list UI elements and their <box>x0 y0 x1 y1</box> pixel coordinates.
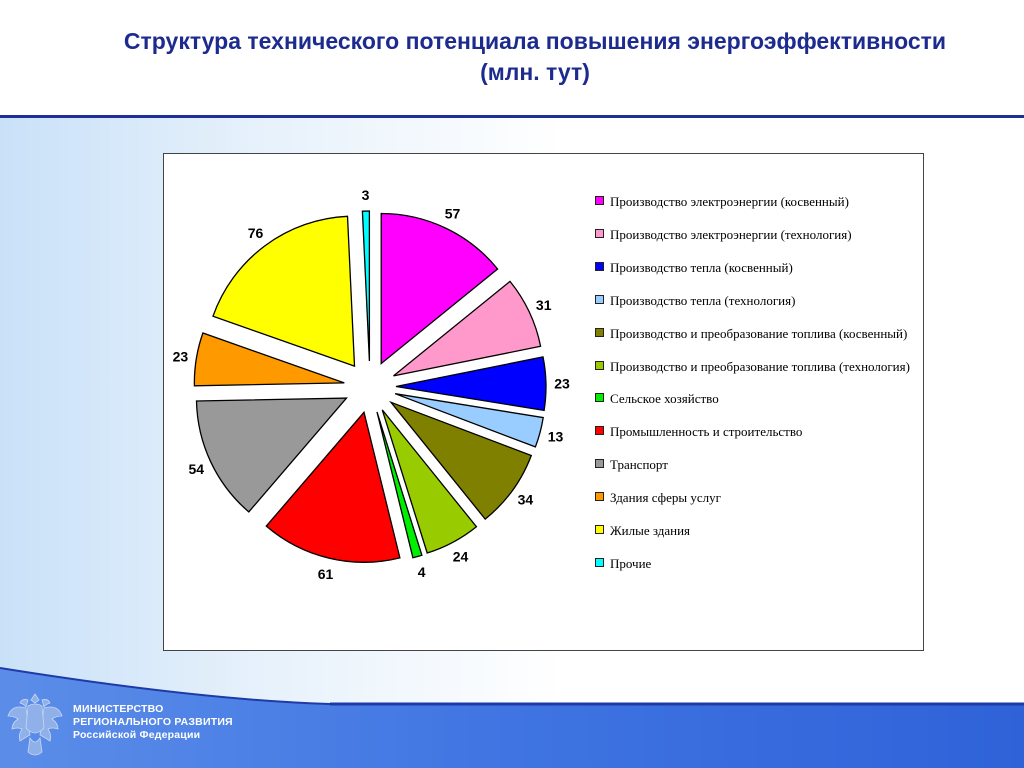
legend-swatch <box>595 558 604 567</box>
legend-swatch <box>595 492 604 501</box>
eagle-emblem-icon <box>7 693 63 756</box>
legend-label: Прочие <box>610 556 652 571</box>
data-label-9: 54 <box>189 461 205 477</box>
footer-band <box>0 667 1024 768</box>
pie-slice-7 <box>376 411 423 559</box>
data-label-7: 4 <box>418 564 426 580</box>
data-label-4: 13 <box>548 429 564 445</box>
legend-swatch <box>595 361 604 370</box>
legend-swatch <box>595 459 604 468</box>
data-label-10: 23 <box>173 348 189 364</box>
legend-label: Производство тепла (косвенный) <box>610 260 793 275</box>
legend-label: Производство электроэнергии (технология) <box>610 227 852 242</box>
legend-label: Сельское хозяйство <box>610 391 719 406</box>
legend-swatch <box>595 426 604 435</box>
data-label-1: 57 <box>445 206 461 222</box>
pie-chart: 57 31 23 13 34 24 4 61 54 23 76 3 <box>173 187 570 582</box>
legend-swatch <box>595 262 604 271</box>
legend-swatch <box>595 328 604 337</box>
legend-label: Производство тепла (технология) <box>610 293 796 308</box>
legend-swatch <box>595 196 604 205</box>
pie-slice-9 <box>195 397 348 513</box>
data-label-12: 3 <box>362 187 370 203</box>
legend-label: Транспорт <box>610 457 668 472</box>
legend-label: Производство и преобразование топлива (к… <box>610 326 908 341</box>
data-label-11: 76 <box>248 225 264 241</box>
pie-slice-8 <box>265 410 401 563</box>
legend-label: Производство электроэнергии (косвенный) <box>610 194 849 209</box>
title-line-1: Структура технического потенциала повыше… <box>123 28 947 54</box>
data-label-3: 23 <box>554 375 570 391</box>
data-label-2: 31 <box>536 297 552 313</box>
title-line-2: (млн. тут) <box>480 59 590 85</box>
pie-slice-6 <box>381 409 478 554</box>
legend-swatch <box>595 295 604 304</box>
pie-slice-3 <box>395 356 547 412</box>
ministry-line-2: РЕГИОНАЛЬНОГО РАЗВИТИЯ <box>73 716 233 728</box>
pie-slice-2 <box>393 280 542 377</box>
ministry-name: МИНИСТЕРСТВО РЕГИОНАЛЬНОГО РАЗВИТИЯ Росс… <box>73 703 233 742</box>
legend-swatch <box>595 525 604 534</box>
legend-label: Здания сферы услуг <box>610 490 721 505</box>
legend-swatch <box>595 229 604 238</box>
pie-slice-1 <box>380 212 499 365</box>
pie-slice-11 <box>212 215 356 368</box>
legend-label: Промышленность и строительство <box>610 424 803 439</box>
page-title: Структура технического потенциала повыше… <box>40 26 1024 88</box>
ministry-line-1: МИНИСТЕРСТВО <box>73 703 164 715</box>
pie-slice-10 <box>193 332 345 387</box>
data-label-5: 34 <box>518 492 534 508</box>
header-divider <box>0 115 1024 118</box>
ministry-line-3: Российской Федерации <box>73 729 201 741</box>
data-label-6: 24 <box>453 548 469 564</box>
pie-slice-4 <box>394 393 544 448</box>
pie-slice-12 <box>361 210 371 362</box>
legend-label: Жилые здания <box>610 523 691 538</box>
legend-swatch <box>595 393 604 402</box>
pie-slice-5 <box>388 400 533 521</box>
data-label-8: 61 <box>318 566 334 582</box>
legend-label: Производство и преобразование топлива (т… <box>610 359 910 374</box>
